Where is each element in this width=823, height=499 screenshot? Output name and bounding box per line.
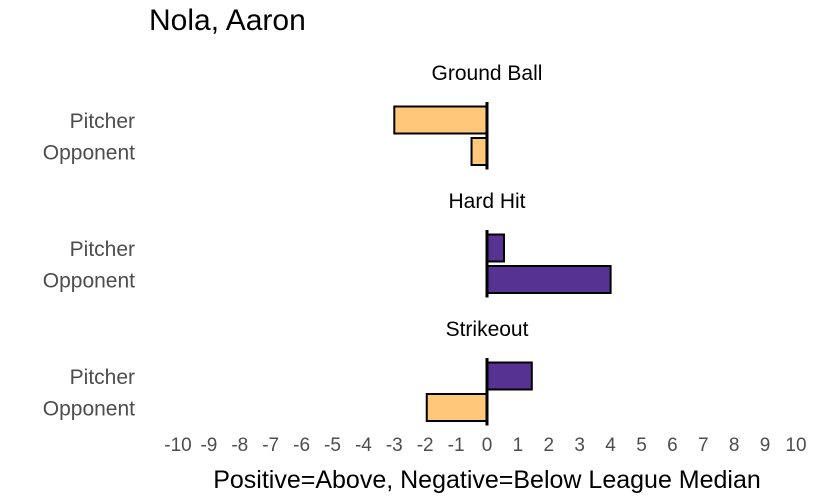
panel-title: Hard Hit [448, 190, 525, 213]
chart-title: Nola, Aaron [149, 4, 306, 37]
x-tick-label: 5 [636, 435, 647, 456]
category-label: Pitcher [70, 366, 135, 389]
bar-pitcher [486, 233, 505, 263]
bar-pitcher [393, 105, 488, 135]
category-label: Opponent [43, 398, 135, 421]
x-tick-label: -4 [355, 435, 372, 456]
category-label: Pitcher [70, 238, 135, 261]
x-tick-label: -8 [231, 435, 248, 456]
x-tick-label: -3 [386, 435, 403, 456]
x-tick-label: -10 [164, 435, 191, 456]
x-tick-label: 2 [544, 435, 555, 456]
x-tick-label: 10 [785, 435, 806, 456]
bar-opponent [470, 137, 488, 166]
x-tick-label: -5 [324, 435, 341, 456]
x-tick-label: 7 [698, 435, 709, 456]
x-tick-label: 1 [513, 435, 524, 456]
bar-opponent [425, 393, 488, 422]
x-tick-label: -1 [448, 435, 465, 456]
category-label: Opponent [43, 142, 135, 165]
x-tick-label: -6 [293, 435, 310, 456]
x-tick-label: -7 [262, 435, 279, 456]
x-tick-label: 3 [574, 435, 585, 456]
bar-opponent [486, 265, 612, 294]
bar-pitcher [486, 361, 533, 391]
category-label: Pitcher [70, 110, 135, 133]
panel-title: Strikeout [446, 318, 529, 341]
category-label: Opponent [43, 270, 135, 293]
x-tick-label: 4 [605, 435, 616, 456]
x-tick-label: 8 [729, 435, 740, 456]
x-tick-label: 0 [482, 435, 493, 456]
x-tick-label: 9 [760, 435, 771, 456]
x-tick-label: -2 [417, 435, 434, 456]
x-axis-label: Positive=Above, Negative=Below League Me… [213, 466, 761, 494]
panel-title: Ground Ball [432, 62, 543, 85]
x-tick-label: 6 [667, 435, 678, 456]
x-tick-label: -9 [200, 435, 217, 456]
